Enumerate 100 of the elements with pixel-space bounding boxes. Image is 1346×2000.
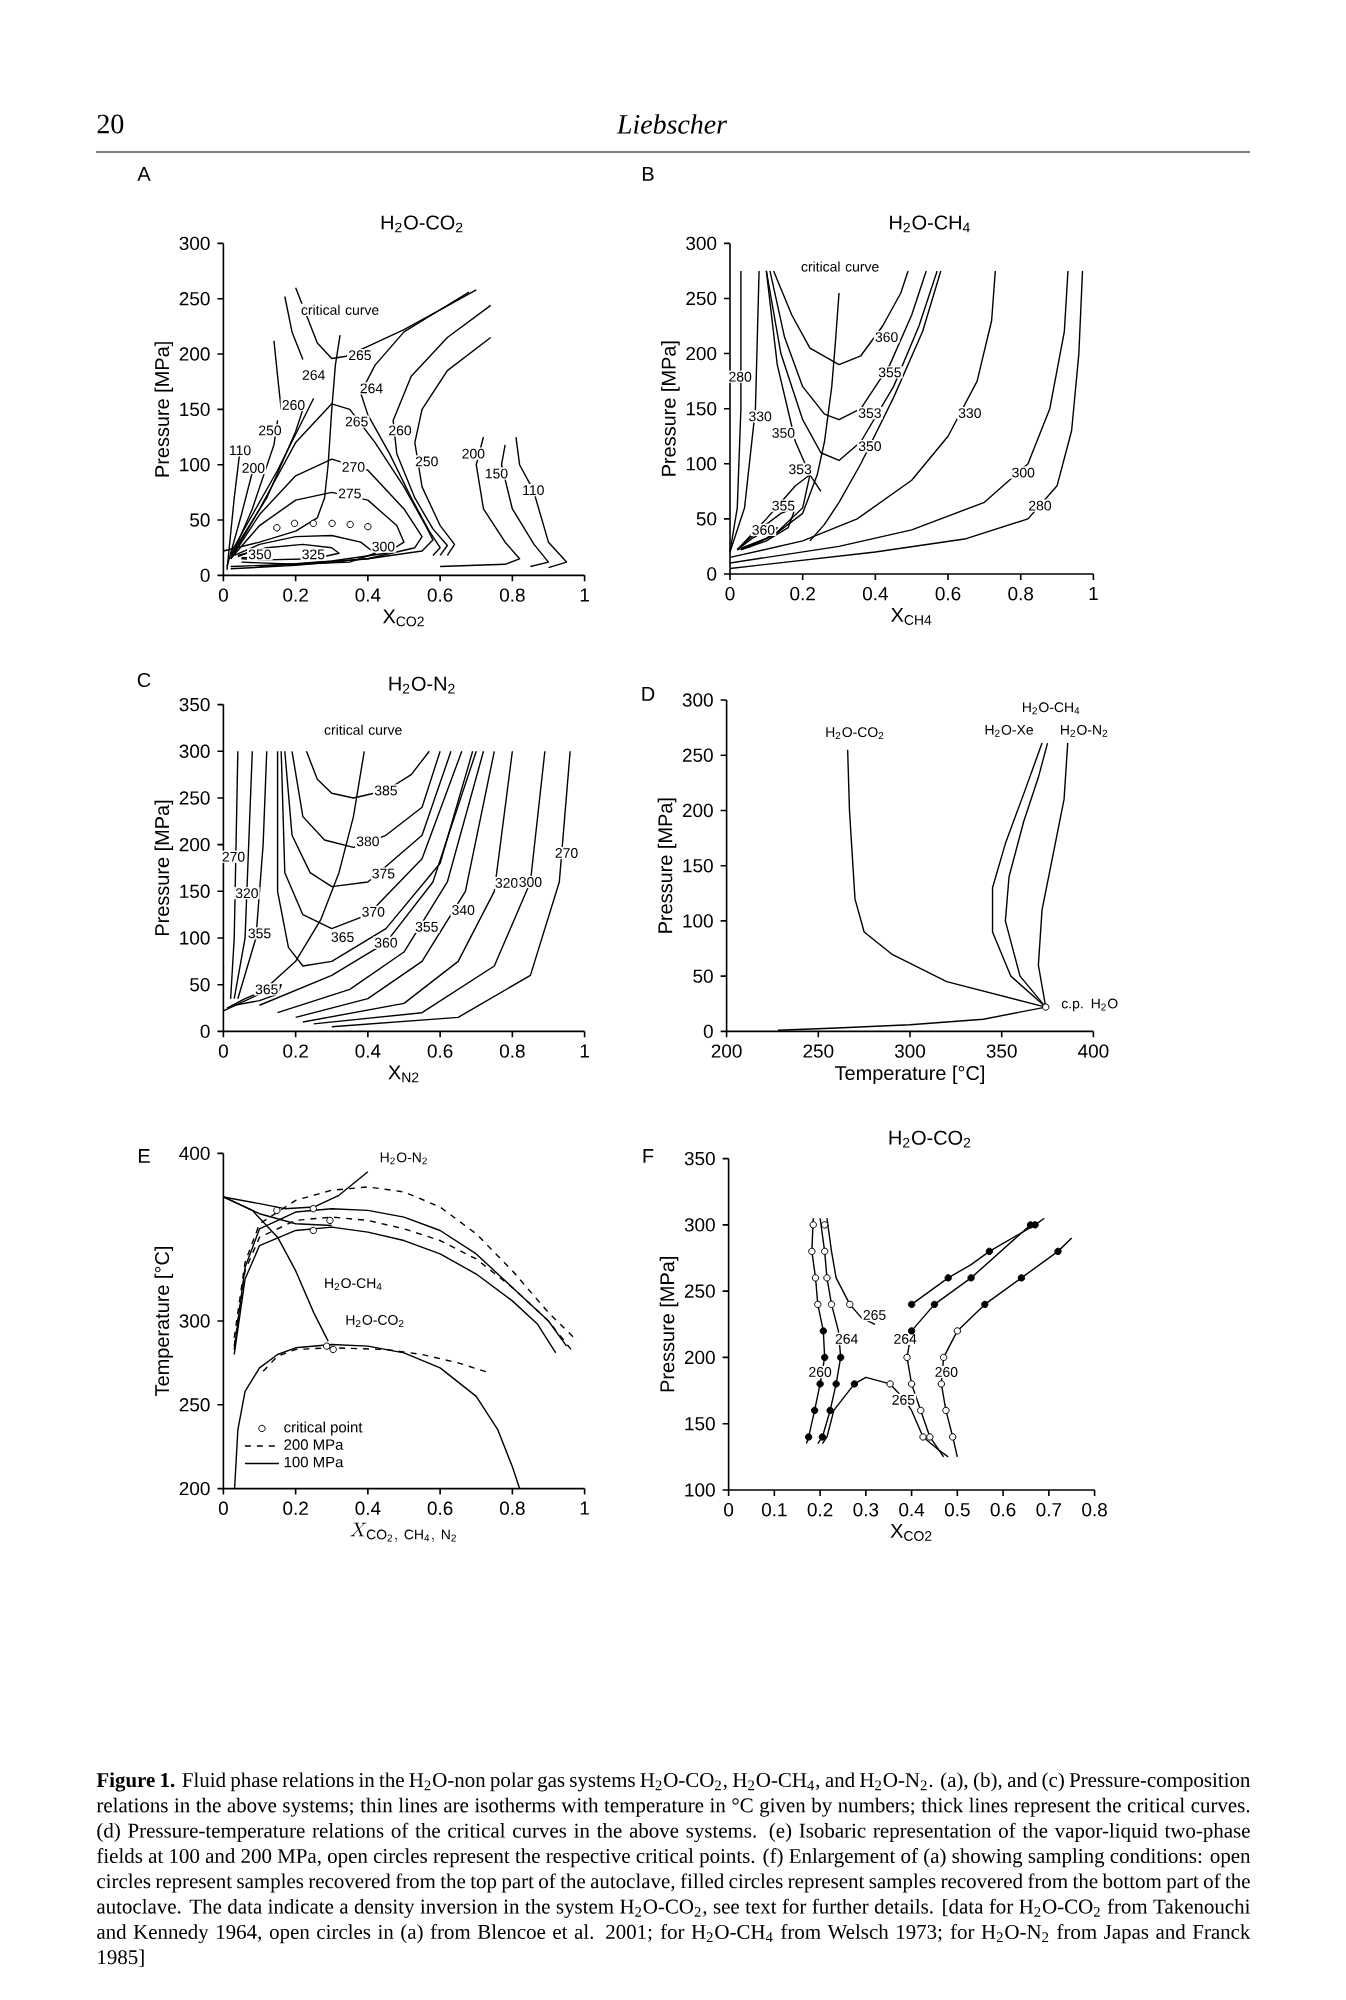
x-tick-label: 0.2 bbox=[283, 1501, 308, 1515]
y-tick-label: 150 bbox=[683, 858, 713, 873]
x-tick-label: 1 bbox=[1089, 586, 1098, 601]
x-tick-label: 0.8 bbox=[499, 1501, 525, 1515]
x-tick-label: 0.8 bbox=[1008, 586, 1034, 601]
y-tick-label: 200 bbox=[684, 1350, 715, 1365]
text: B bbox=[642, 167, 654, 181]
y-axis-title: Pressure [MPa] bbox=[154, 342, 174, 477]
y-tick-label: 0 bbox=[707, 567, 717, 581]
y-tick-label: 350 bbox=[179, 697, 210, 712]
y-tick-label: 250 bbox=[682, 748, 713, 762]
x-tick-label: 0 bbox=[218, 1044, 228, 1058]
x-tick-label: 0 bbox=[218, 588, 228, 602]
y-tick-label: 150 bbox=[685, 1417, 715, 1431]
x-tick-label: 1 bbox=[580, 1044, 589, 1058]
y-tick-label: 300 bbox=[682, 693, 713, 707]
y-tick-label: 300 bbox=[179, 1314, 210, 1328]
text: Liebscher bbox=[616, 114, 728, 134]
x-tick-label: 0.8 bbox=[1082, 1503, 1107, 1517]
y-tick-label: 250 bbox=[179, 791, 210, 805]
y-axis-title: Temperature [°C] bbox=[154, 1247, 174, 1396]
text: E bbox=[138, 1149, 150, 1163]
chart-title: H$_{2}$O-CH$_{4}$ bbox=[890, 215, 970, 233]
x-tick-label: 0.6 bbox=[427, 1501, 453, 1515]
text: D bbox=[642, 687, 655, 701]
x-axis-title: Temperature [°C] bbox=[835, 1065, 984, 1085]
y-tick-label: 100 bbox=[180, 931, 210, 945]
x-tick-label: 0.6 bbox=[427, 1044, 453, 1058]
x-tick-label: 0.2 bbox=[283, 588, 308, 602]
x-tick-label: 0.7 bbox=[1036, 1503, 1062, 1517]
y-tick-label: 150 bbox=[180, 884, 210, 899]
x-tick-label: 350 bbox=[986, 1044, 1017, 1058]
x-tick-label: 300 bbox=[894, 1044, 926, 1058]
y-tick-label: 250 bbox=[179, 292, 210, 306]
y-tick-label: 150 bbox=[686, 401, 717, 416]
x-tick-label: 0.4 bbox=[899, 1503, 925, 1517]
y-axis-title: Pressure [MPa] bbox=[154, 800, 174, 936]
y-tick-label: 200 bbox=[179, 1481, 210, 1496]
x-tick-label: 1 bbox=[580, 588, 589, 602]
x-tick-label: 0.3 bbox=[853, 1503, 879, 1517]
x-axis-title: X$_{CO2}$ bbox=[890, 1524, 932, 1541]
x-tick-label: 1 bbox=[580, 1501, 589, 1515]
y-tick-label: 0 bbox=[200, 1024, 210, 1039]
x-tick-label: 0.6 bbox=[990, 1503, 1016, 1517]
y-tick-label: 100 bbox=[685, 1483, 715, 1497]
x-tick-label: 0.5 bbox=[944, 1503, 970, 1517]
y-tick-label: 200 bbox=[179, 837, 210, 852]
y-tick-label: 250 bbox=[686, 291, 717, 306]
y-tick-label: 0 bbox=[200, 568, 210, 583]
x-axis-title: X$_{N2}$ bbox=[388, 1065, 419, 1083]
y-tick-label: 300 bbox=[684, 1218, 715, 1232]
y-tick-label: 400 bbox=[179, 1146, 210, 1161]
x-tick-label: 0.6 bbox=[935, 586, 961, 601]
y-tick-label: 300 bbox=[686, 236, 717, 251]
y-tick-label: 150 bbox=[180, 402, 210, 417]
x-tick-label: 250 bbox=[803, 1044, 834, 1058]
text: F bbox=[643, 1149, 654, 1163]
y-tick-label: 200 bbox=[686, 346, 717, 361]
x-tick-label: 0.6 bbox=[427, 588, 453, 602]
x-axis-title: X$_{CH4}$ bbox=[891, 608, 932, 625]
y-tick-label: 300 bbox=[179, 236, 210, 251]
y-tick-label: 250 bbox=[179, 1398, 210, 1412]
x-tick-label: 0 bbox=[725, 586, 735, 601]
x-axis-title: $X_{\mathrm{CO_{2},\ CH_{4},\ N_{2}}}$ bbox=[350, 1522, 456, 1542]
x-axis-title: X$_{CO2}$ bbox=[382, 609, 424, 627]
y-tick-label: 250 bbox=[684, 1284, 715, 1298]
x-tick-label: 0.4 bbox=[355, 1044, 381, 1058]
y-tick-label: 100 bbox=[686, 457, 717, 471]
x-tick-label: 0.2 bbox=[283, 1044, 308, 1058]
y-tick-label: 300 bbox=[179, 744, 210, 758]
x-tick-label: 0 bbox=[218, 1501, 228, 1515]
x-tick-label: 400 bbox=[1078, 1044, 1109, 1058]
chart-title: H$_{2}$O-N$_{2}$ bbox=[389, 676, 455, 694]
x-tick-label: 0.2 bbox=[790, 586, 815, 601]
x-tick-label: 0.4 bbox=[862, 586, 888, 601]
y-tick-label: 100 bbox=[683, 914, 713, 928]
x-tick-label: 0.2 bbox=[807, 1503, 833, 1517]
y-tick-label: 200 bbox=[179, 347, 210, 361]
text: C bbox=[137, 672, 151, 688]
y-axis-title: Pressure [MPa] bbox=[657, 798, 677, 933]
x-tick-label: 0.4 bbox=[355, 588, 381, 602]
y-tick-label: 50 bbox=[190, 513, 210, 527]
x-tick-label: 0 bbox=[724, 1503, 734, 1517]
y-axis-title: Pressure [MPa] bbox=[659, 1257, 679, 1392]
y-tick-label: 200 bbox=[682, 803, 713, 818]
y-tick-label: 0 bbox=[703, 1024, 713, 1039]
y-tick-label: 350 bbox=[684, 1151, 715, 1166]
x-tick-label: 0.8 bbox=[499, 1044, 525, 1058]
x-tick-label: 0.1 bbox=[761, 1503, 787, 1517]
text: A bbox=[137, 167, 151, 181]
text: Figure 1. Fluid phase relations in the H$_{2}$O-non polar gas systems H$_{2}$O-CO$_{2}$, H$_{2}$O-CH$_{4}$, and H$_{2}$O-N$_{2}$. (a), (b), and (c) Pressure-composition relations in the above systems; thin lines are isotherms with temperature in °C given by numbers; thick lines represent the critical curves. (d) Pressure-temperature relations of the critical curves in the above systems. (e) Isobaric representation of the vapor-liquid two-phase fields at 100 and 200 MPa, open circles represent the respective critical points. (f) Enlargement of (a) showing sampling conditions: open circles represent samples recovered from the top part of the autoclave, filled circles represent samples recovered from the bottom part of the autoclave. The data indicate a density inversion in the system H$_{2}$O-CO$_{2}$, see text for further details. [data for H$_{2}$O-CO$_{2}$ from Takenouchi and Kennedy 1964, open circles in (a) from Blencoe et al. 2001; for H$_{2}$O-CH$_{4}$ from Welsch 1973; for H$_{2}$O-N$_{2}$ from Japas and Franck 1985] bbox=[96, 1772, 1251, 1967]
y-tick-label: 50 bbox=[696, 512, 717, 526]
y-tick-label: 50 bbox=[190, 977, 210, 992]
text: 20 bbox=[97, 114, 124, 134]
x-tick-label: 0.4 bbox=[355, 1501, 381, 1515]
y-tick-label: 100 bbox=[180, 458, 210, 472]
chart-title: H$_{2}$O-CO$_{2}$ bbox=[381, 215, 463, 233]
y-tick-label: 50 bbox=[693, 969, 713, 983]
x-tick-label: 0.8 bbox=[499, 588, 525, 602]
y-axis-title: Pressure [MPa] bbox=[661, 341, 680, 476]
